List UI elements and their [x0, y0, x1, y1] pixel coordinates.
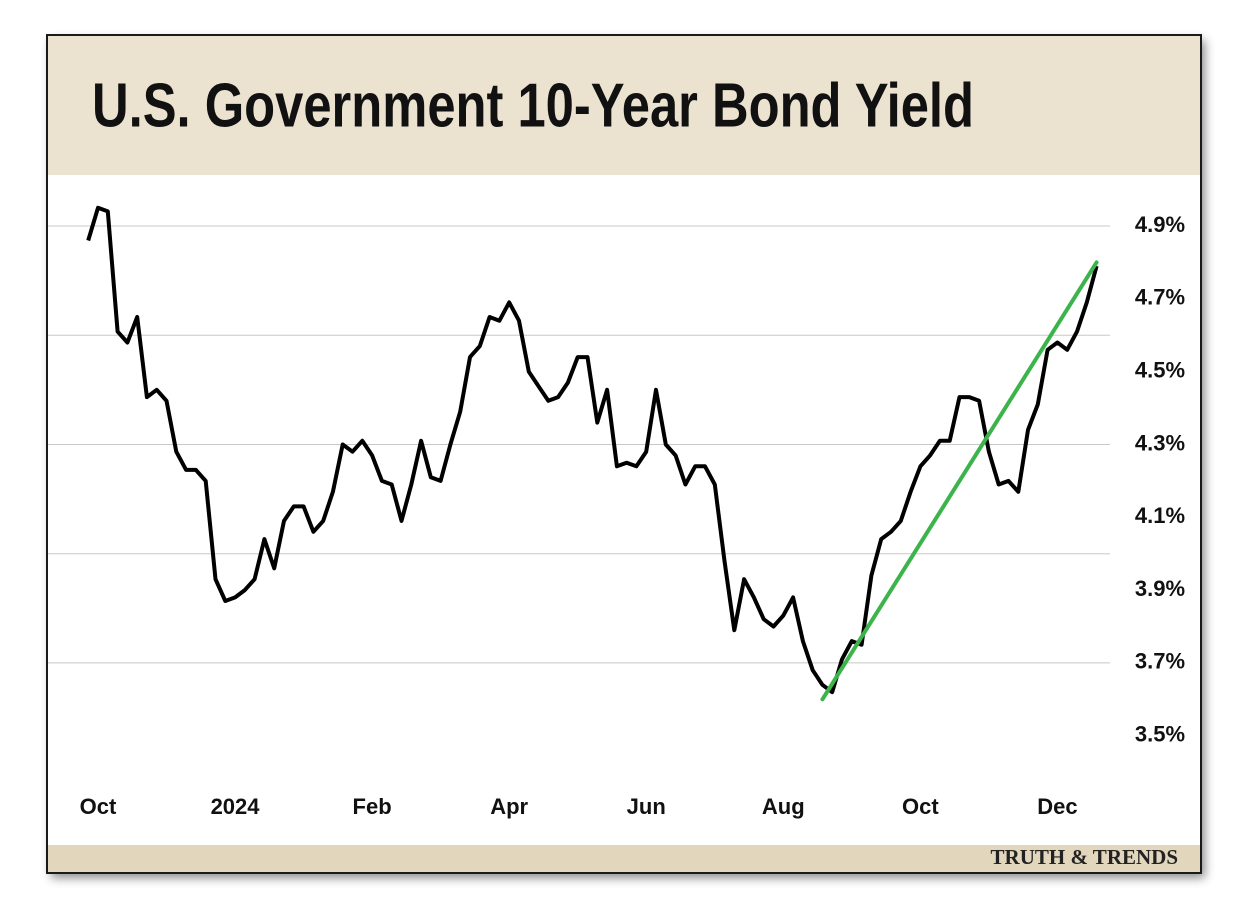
- x-tick-label: 2024: [211, 794, 261, 819]
- x-tick-label: Apr: [490, 794, 528, 819]
- y-tick-label: 3.5%: [1135, 722, 1185, 747]
- y-tick-label: 3.9%: [1135, 576, 1185, 601]
- card-border: [46, 34, 1202, 874]
- x-tick-label: Feb: [353, 794, 392, 819]
- header-band: [47, 35, 1201, 175]
- x-tick-label: Oct: [902, 794, 939, 819]
- x-tick-label: Aug: [762, 794, 805, 819]
- y-tick-label: 4.9%: [1135, 212, 1185, 237]
- x-tick-label: Jun: [627, 794, 666, 819]
- x-tick-label: Dec: [1037, 794, 1077, 819]
- yield-line: [86, 205, 1099, 695]
- chart-title: U.S. Government 10-Year Bond Yield: [92, 71, 974, 140]
- footer-brand: TRUTH & TRENDS: [991, 845, 1178, 869]
- y-tick-label: 4.3%: [1135, 430, 1185, 455]
- x-tick-label: Oct: [80, 794, 117, 819]
- y-tick-label: 4.5%: [1135, 357, 1185, 382]
- y-tick-label: 4.1%: [1135, 503, 1185, 528]
- y-tick-label: 3.7%: [1135, 649, 1185, 674]
- footer-band: [47, 845, 1201, 873]
- trend-line: [820, 260, 1099, 702]
- y-tick-label: 4.7%: [1135, 285, 1185, 310]
